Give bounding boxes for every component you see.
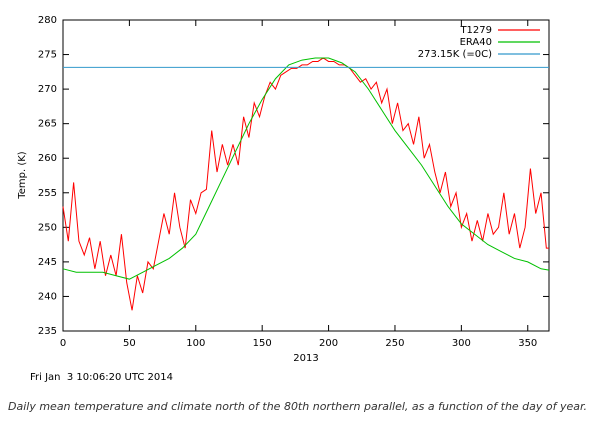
caption: Daily mean temperature and climate north… bbox=[8, 400, 587, 413]
y-tick-label: 255 bbox=[38, 188, 57, 199]
y-tick-label: 275 bbox=[38, 50, 57, 61]
x-tick-label: 200 bbox=[319, 338, 338, 349]
legend-label: ERA40 bbox=[460, 37, 492, 48]
x-tick-label: 100 bbox=[186, 338, 205, 349]
y-tick-label: 240 bbox=[38, 291, 57, 302]
x-tick-label: 50 bbox=[123, 338, 136, 349]
legend-label: 273.15K (=0C) bbox=[418, 49, 492, 60]
x-tick-label: 350 bbox=[518, 338, 537, 349]
y-tick-label: 270 bbox=[38, 84, 57, 95]
x-axis-label: 2013 bbox=[293, 353, 318, 364]
x-tick-label: 250 bbox=[385, 338, 404, 349]
legend-label: T1279 bbox=[459, 25, 492, 36]
x-tick-label: 0 bbox=[60, 338, 66, 349]
y-axis-label: Temp. (K) bbox=[17, 151, 28, 199]
y-tick-label: 265 bbox=[38, 119, 57, 130]
series-line bbox=[62, 57, 549, 311]
y-tick-label: 260 bbox=[38, 153, 57, 164]
y-tick-label: 235 bbox=[38, 326, 57, 337]
x-tick-label: 150 bbox=[253, 338, 272, 349]
series-line bbox=[62, 57, 550, 280]
footer: Fri Jan 3 10:06:20 UTC 2014 bbox=[30, 372, 173, 383]
y-tick-label: 280 bbox=[38, 15, 57, 26]
y-tick-label: 245 bbox=[38, 257, 57, 268]
x-tick-label: 300 bbox=[452, 338, 471, 349]
y-tick-label: 250 bbox=[38, 222, 57, 233]
plot-frame bbox=[62, 19, 550, 332]
